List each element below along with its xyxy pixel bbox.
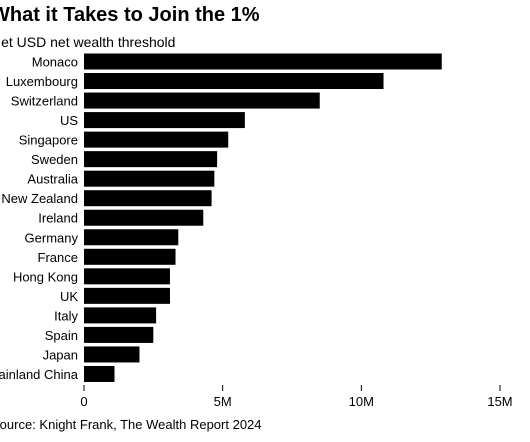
- category-label: Singapore: [19, 133, 78, 148]
- bar-france: [84, 248, 176, 265]
- category-label: UK: [60, 289, 78, 304]
- bar-mainland-china: [84, 365, 115, 382]
- bar-uk: [84, 287, 170, 304]
- x-tick-label: 0: [80, 394, 87, 409]
- category-label: Australia: [27, 172, 78, 187]
- bar-germany: [84, 229, 179, 246]
- bar-italy: [84, 307, 157, 324]
- bar-hong-kong: [84, 268, 170, 285]
- category-label: New Zealand: [1, 191, 78, 206]
- bars: [84, 53, 442, 382]
- category-label: Hong Kong: [13, 269, 78, 284]
- category-label: Monaco: [32, 55, 78, 70]
- chart-source: Source: Knight Frank, The Wealth Report …: [0, 417, 262, 432]
- x-axis: 0 5M 10M 15M: [80, 384, 513, 409]
- category-label: US: [60, 113, 78, 128]
- x-tick-label: 15M: [487, 394, 512, 409]
- category-label: Luxembourg: [6, 74, 78, 89]
- bar-australia: [84, 170, 215, 187]
- category-label: Italy: [54, 308, 78, 323]
- x-tick-label: 5M: [214, 394, 232, 409]
- category-label: Sweden: [31, 152, 78, 167]
- category-label: France: [38, 250, 78, 265]
- category-label: Mainland China: [0, 367, 79, 382]
- bar-sweden: [84, 151, 218, 168]
- category-label: Ireland: [38, 211, 78, 226]
- bar-ireland: [84, 209, 204, 226]
- bar-switzerland: [84, 92, 320, 109]
- bar-spain: [84, 326, 154, 343]
- category-label: Switzerland: [11, 94, 78, 109]
- bar-us: [84, 112, 245, 129]
- category-label: Spain: [45, 328, 78, 343]
- category-label: Japan: [43, 347, 78, 362]
- chart-subtitle: Net USD net wealth threshold: [0, 34, 176, 50]
- bar-japan: [84, 346, 140, 363]
- category-label: Germany: [25, 230, 79, 245]
- bar-monaco: [84, 53, 442, 70]
- bar-singapore: [84, 131, 229, 148]
- bar-new-zealand: [84, 190, 212, 207]
- category-labels: Monaco Luxembourg Switzerland US Singapore Sw…: [0, 55, 79, 382]
- bar-luxembourg: [84, 73, 384, 90]
- chart-title: What it Takes to Join the 1%: [0, 4, 260, 26]
- x-tick-label: 10M: [349, 394, 374, 409]
